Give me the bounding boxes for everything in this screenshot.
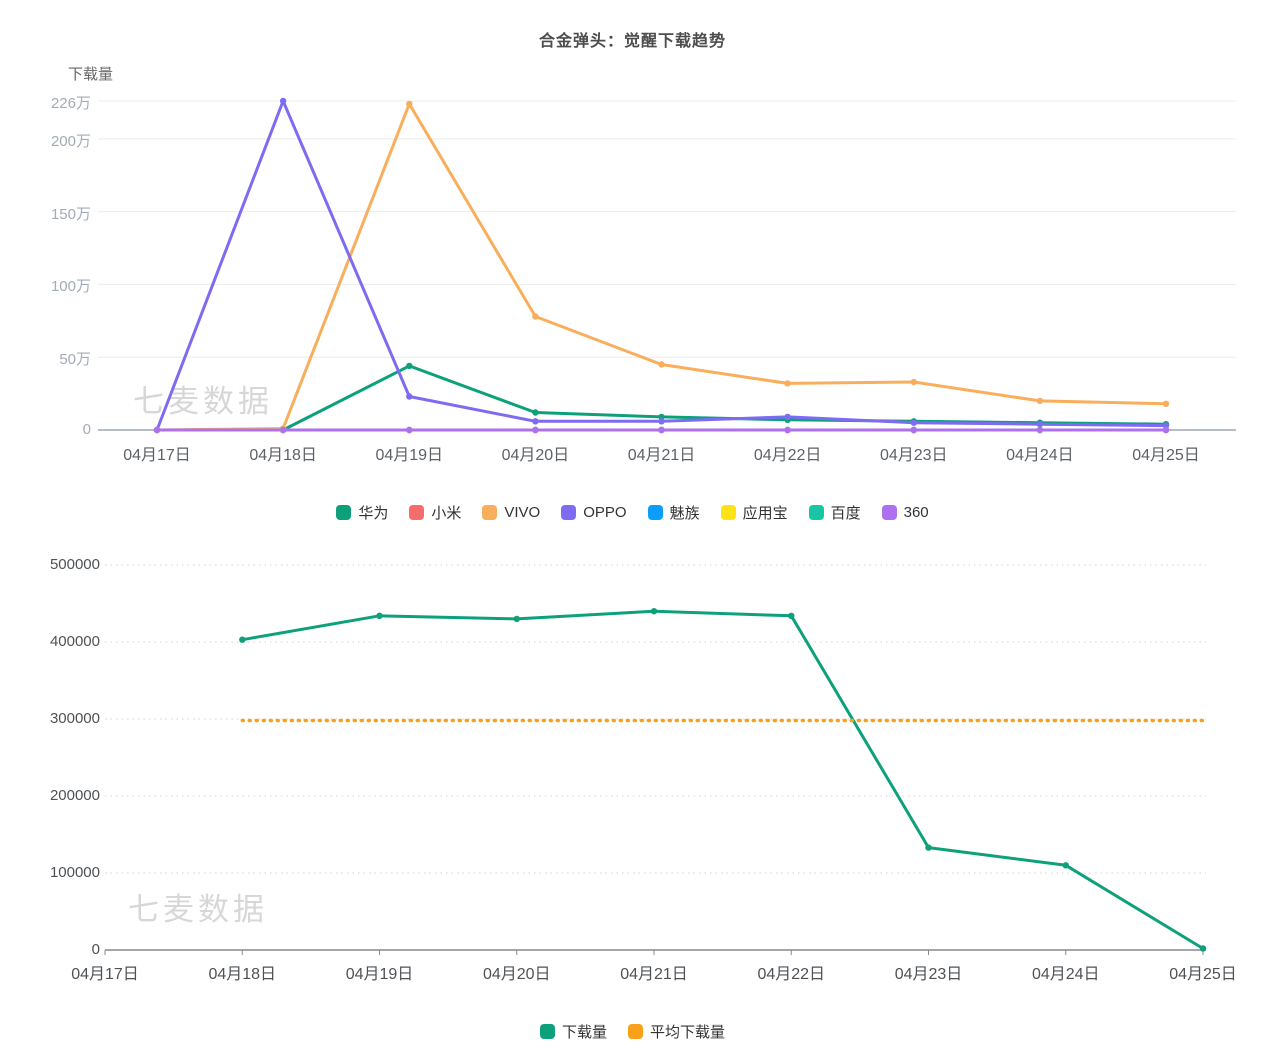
x-tick-label: 04月23日 <box>894 966 963 983</box>
legend-item-huawei[interactable]: 华为 <box>336 502 388 523</box>
legend-item-avg-downloads[interactable]: 平均下载量 <box>628 1021 725 1042</box>
legend-label-huawei: 华为 <box>358 505 389 522</box>
legend-label-avg-downloads: 平均下载量 <box>650 1024 726 1041</box>
y-tick-label: 50万 <box>59 351 91 369</box>
x-tick-label: 04月24日 <box>1006 447 1074 464</box>
x-tick-label: 04月22日 <box>753 447 822 464</box>
watermark-top-chart: 七麦数据 <box>133 384 273 419</box>
bottom-chart-legend: 下载量 平均下载量 <box>0 1021 1265 1042</box>
legend-swatch-downloads <box>539 1024 555 1039</box>
series-line-downloads <box>239 608 1207 952</box>
series-line-oppo <box>153 97 1170 434</box>
y-tick-label: 300000 <box>49 710 100 727</box>
x-tick-label: 04月19日 <box>375 447 444 464</box>
x-tick-label: 04月23日 <box>879 447 948 464</box>
series-line-yingyongbao <box>153 426 1170 434</box>
legend-item-360[interactable]: 360 <box>881 504 929 521</box>
x-tick-label: 04月20日 <box>501 447 570 464</box>
series-line-360 <box>153 426 1170 434</box>
x-tick-label: 04月24日 <box>1031 966 1100 983</box>
y-tick-label: 0 <box>91 941 100 958</box>
y-tick-label: 100000 <box>49 864 100 881</box>
x-tick-label: 04月22日 <box>757 966 826 983</box>
x-tick-label: 04月18日 <box>249 447 317 464</box>
legend-item-xiaomi[interactable]: 小米 <box>409 502 461 523</box>
legend-swatch-360 <box>881 505 897 520</box>
y-tick-label: 400000 <box>49 633 100 650</box>
legend-label-yingyongbao: 应用宝 <box>742 505 788 522</box>
top-chart-title: 合金弹头：觉醒下载趋势 <box>538 33 726 50</box>
legend-label-downloads: 下载量 <box>561 1024 607 1041</box>
legend-swatch-avg-downloads <box>628 1024 643 1039</box>
legend-item-oppo[interactable]: OPPO <box>561 504 627 521</box>
legend-item-baidu[interactable]: 百度 <box>808 502 861 523</box>
x-tick-label: 04月18日 <box>208 966 277 983</box>
x-tick-label: 04月19日 <box>345 966 414 983</box>
legend-label-oppo: OPPO <box>583 504 627 521</box>
legend-swatch-vivo <box>482 505 498 520</box>
legend-label-360: 360 <box>903 504 929 521</box>
series-line-huawei <box>279 362 1170 434</box>
top-chart-legend: 华为 小米 VIVO OPPO 魅族 应用宝 百度 360 <box>0 502 1265 523</box>
y-tick-label: 200000 <box>49 787 100 804</box>
legend-item-meizu[interactable]: 魅族 <box>647 502 700 523</box>
y-tick-label: 226万 <box>50 95 91 112</box>
legend-swatch-huawei <box>336 505 352 520</box>
x-tick-label: 04月21日 <box>620 966 688 983</box>
y-tick-label: 100万 <box>50 278 91 296</box>
legend-item-vivo[interactable]: VIVO <box>482 504 540 521</box>
legend-swatch-oppo <box>561 505 577 520</box>
y-tick-label: 500000 <box>49 556 100 573</box>
x-tick-label: 04月25日 <box>1169 966 1237 983</box>
series-line-xiaomi <box>153 426 1170 434</box>
legend-item-downloads[interactable]: 下载量 <box>539 1021 607 1042</box>
series-line-baidu <box>153 426 1170 434</box>
series-line-vivo <box>153 100 1170 434</box>
top-chart-y-axis-title: 下载量 <box>68 66 114 83</box>
watermark-bottom-chart: 七麦数据 <box>128 892 268 927</box>
x-tick-label: 04月25日 <box>1132 447 1200 464</box>
legend-label-vivo: VIVO <box>504 504 541 521</box>
legend-swatch-yingyongbao <box>720 505 736 520</box>
legend-label-meizu: 魅族 <box>669 505 700 522</box>
legend-swatch-baidu <box>808 505 824 520</box>
x-tick-label: 04月17日 <box>123 447 191 464</box>
legend-item-yingyongbao[interactable]: 应用宝 <box>720 502 788 523</box>
series-line-meizu <box>153 426 1170 434</box>
y-tick-label: 0 <box>82 421 91 438</box>
legend-label-baidu: 百度 <box>830 505 861 522</box>
y-tick-label: 150万 <box>50 205 91 223</box>
x-tick-label: 04月17日 <box>71 966 139 983</box>
legend-label-xiaomi: 小米 <box>431 505 462 522</box>
x-tick-label: 04月21日 <box>627 447 696 464</box>
legend-swatch-meizu <box>647 505 663 520</box>
x-tick-label: 04月20日 <box>482 966 551 983</box>
legend-swatch-xiaomi <box>409 505 425 520</box>
y-tick-label: 200万 <box>50 132 91 150</box>
